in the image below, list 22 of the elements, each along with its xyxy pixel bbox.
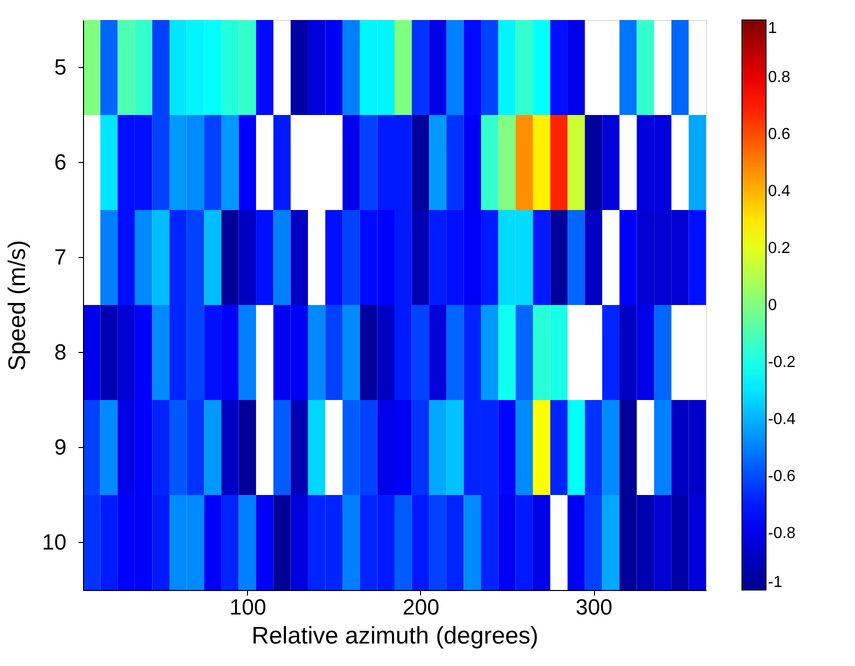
color-bar-label: 0.2 [768,240,790,257]
y-axis-title: Speed (m/s) [4,240,32,371]
x-tick-label: 100 [230,594,266,620]
y-tick-label: 5 [54,54,66,80]
color-bar-label: 1 [768,20,777,37]
color-bar-label: -0.6 [768,468,796,485]
y-tick-label: 8 [54,340,66,364]
color-bar-label: 0.8 [768,69,790,86]
color-bar-label: -0.4 [768,411,796,428]
x-axis-title: Relative azimuth (degrees) [252,622,538,650]
color-bar-label: -1 [768,574,782,591]
color-bar-label: -0.2 [768,354,796,371]
color-bar-label: 0 [768,297,777,314]
x-tick-label: 200 [402,594,440,620]
color-bar-label: 0.6 [768,126,790,143]
y-tick-label: 9 [54,434,66,460]
y-tick-label: 10 [42,530,66,554]
x-tick-label: 300 [576,594,612,620]
y-tick-label: 7 [54,244,66,270]
y-tick-label: 6 [54,150,66,174]
color-bar-label: -0.8 [768,525,796,542]
color-bar-label: 0.4 [768,183,790,200]
